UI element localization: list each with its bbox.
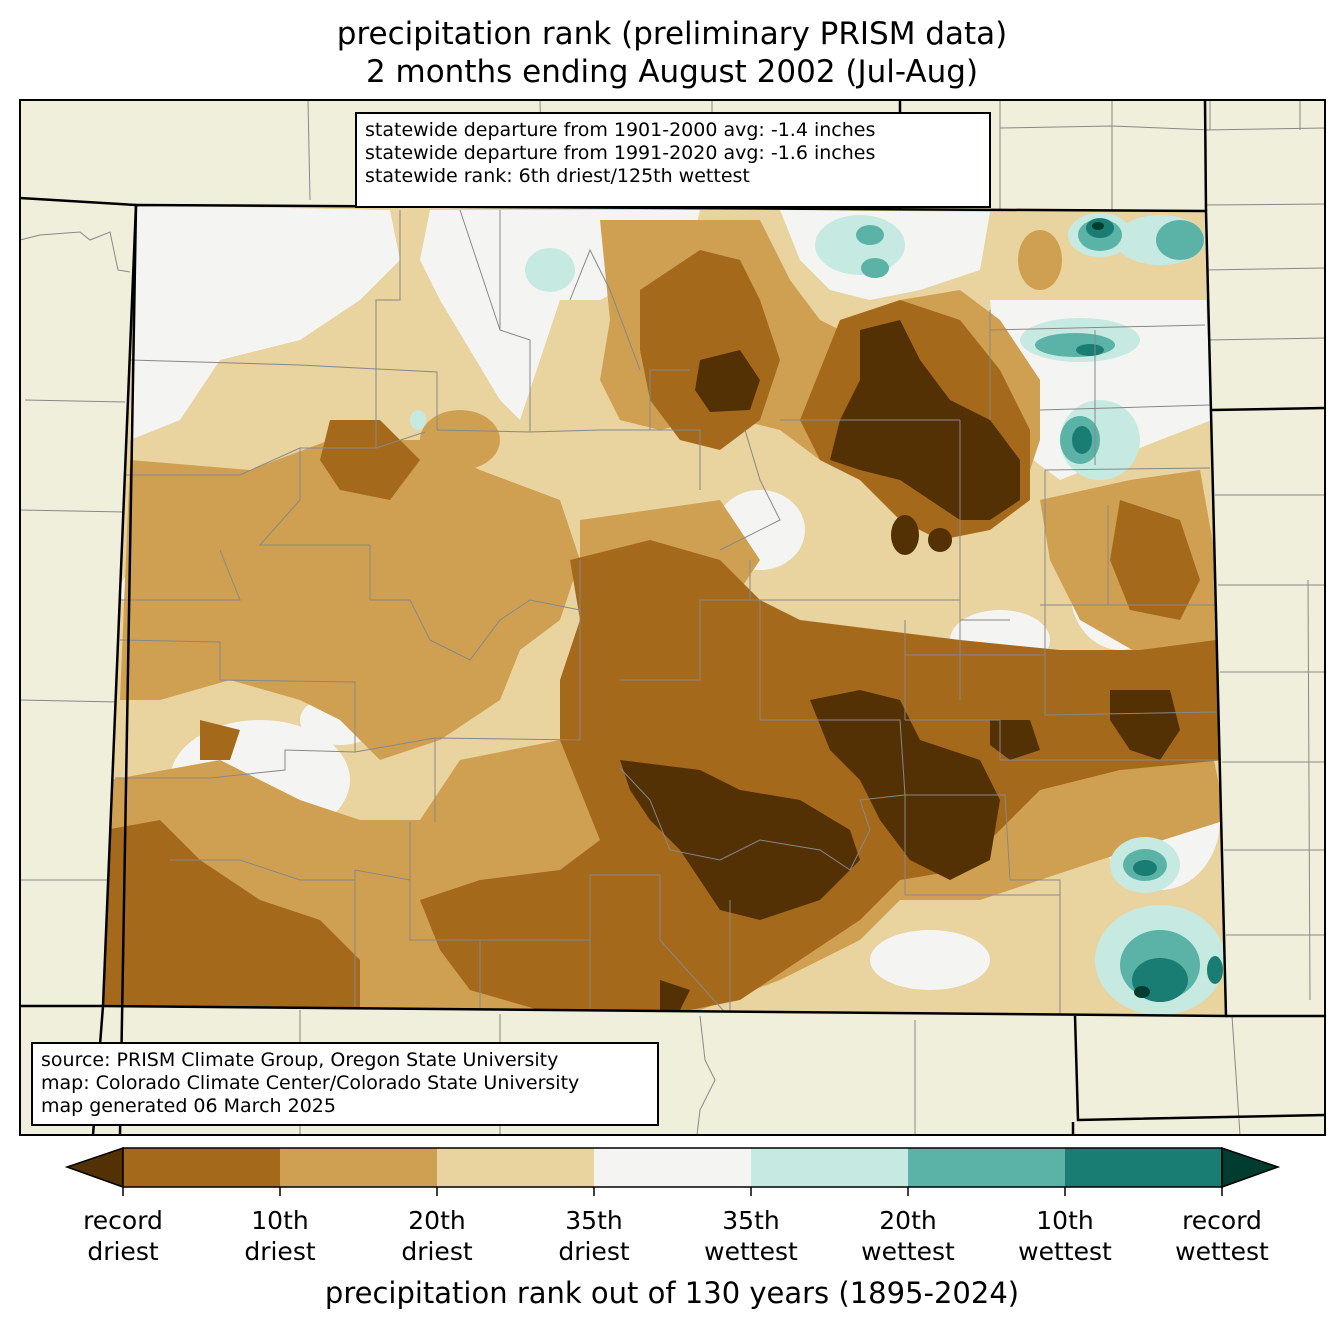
colorado-county-lines <box>115 209 1224 1016</box>
rank-record-wettest <box>1092 222 1150 998</box>
stats-line-rank: statewide rank: 6th driest/125th wettest <box>365 165 750 187</box>
colorbar-tick-label: 10th driest <box>244 1206 316 1266</box>
colorbar-tick-label: 10th wettest <box>1018 1206 1112 1266</box>
colorbar-arrow-record-driest <box>64 1146 124 1189</box>
map-title-line-1: precipitation rank (preliminary PRISM da… <box>336 16 1008 52</box>
colorbar-tick-label: 20th wettest <box>861 1206 955 1266</box>
source-box: source: PRISM Climate Group, Oregon Stat… <box>31 1042 659 1126</box>
colorbar-title: precipitation rank out of 130 years (189… <box>324 1276 1020 1310</box>
map-credit-line: map: Colorado Climate Center/Colorado St… <box>41 1072 580 1094</box>
colorbar-segment-35th-wettest <box>751 1148 908 1187</box>
source-line: source: PRISM Climate Group, Oregon Stat… <box>41 1049 559 1071</box>
colorbar-segment-20th-wettest <box>908 1148 1065 1187</box>
colorado-rank-field <box>103 205 1226 1016</box>
colorbar-ticks <box>122 1187 1223 1196</box>
stats-line-1991-2020: statewide departure from 1991-2020 avg: … <box>365 142 876 164</box>
colorbar-segment-10th-wettest <box>1065 1148 1222 1187</box>
colorbar-tick-label: record driest <box>83 1206 163 1266</box>
statewide-stats-box: statewide departure from 1901-2000 avg: … <box>355 112 991 208</box>
colorbar-tick-label: record wettest <box>1175 1206 1269 1266</box>
colorbar-segment-10th-driest <box>123 1148 280 1187</box>
colorbar-segment-35th-driest <box>437 1148 594 1187</box>
colorbar-tick-label: 35th wettest <box>704 1206 798 1266</box>
colorbar-tick-label: 35th driest <box>558 1206 630 1266</box>
stats-line-1901-2000: statewide departure from 1901-2000 avg: … <box>365 119 876 141</box>
colorbar-segment-near-normal <box>594 1148 751 1187</box>
map-title-line-2: 2 months ending August 2002 (Jul-Aug) <box>365 54 979 90</box>
colorbar-tick-label: 20th driest <box>401 1206 473 1266</box>
colorbar-arrow-record-wettest <box>1221 1146 1281 1189</box>
colorbar-segment-20th-driest <box>280 1148 437 1187</box>
colorbar <box>64 1146 1281 1196</box>
generated-date-line: map generated 06 March 2025 <box>41 1095 336 1117</box>
